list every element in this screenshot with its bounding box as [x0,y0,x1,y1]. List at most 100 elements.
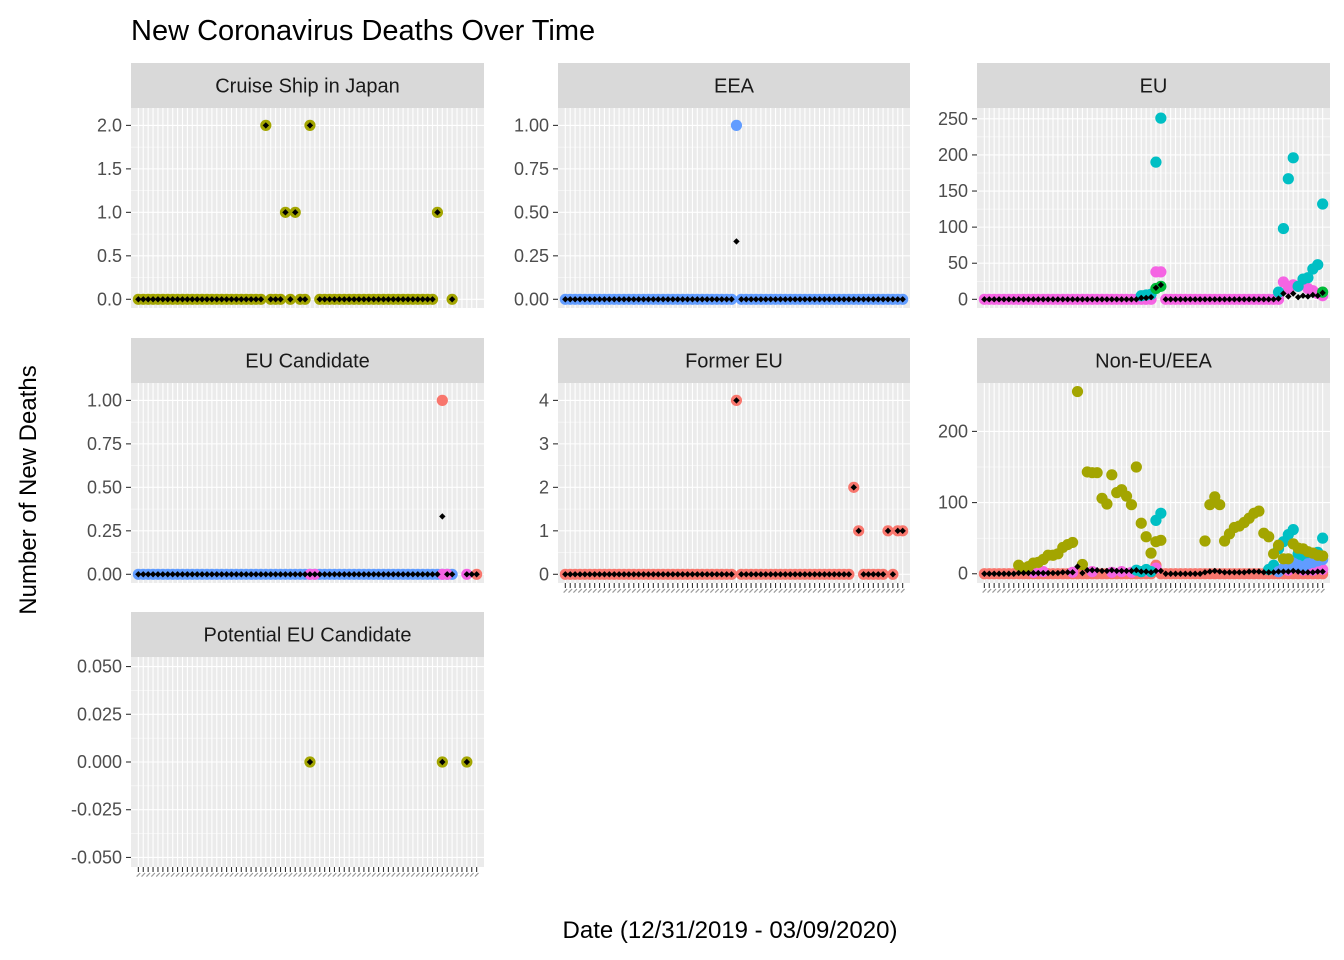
mean-marker [144,571,152,578]
mean-marker [981,296,988,303]
mean-marker [159,571,167,578]
mean-marker [1250,568,1258,575]
mean-marker [414,296,422,303]
mean-marker [331,571,338,578]
x-tick-label [704,588,710,593]
x-tick-label [792,588,798,593]
mean-marker [1035,569,1042,577]
mean-marker [684,571,691,578]
mean-marker [674,296,681,303]
x-tick-label [1090,588,1095,593]
x-tick-label [391,872,396,877]
mean-marker [1000,296,1008,303]
data-point [1312,259,1324,271]
mean-marker [1069,569,1076,576]
facet-2: EU 0 50 100 150 200 250 [938,63,1330,309]
mean-marker [296,296,304,303]
x-tick-label [376,872,381,877]
x-tick-label [1202,588,1208,593]
x-tick-label [1065,588,1070,593]
x-tick-label [1158,588,1164,593]
x-tick-label [778,588,783,593]
facet-strip [977,338,1330,383]
mean-marker [826,571,833,578]
mean-marker [1290,290,1297,297]
mean-marker [1049,569,1057,577]
x-tick-label [253,872,259,877]
mean-marker [267,571,274,578]
mean-marker [1035,296,1042,303]
mean-marker [581,571,589,578]
x-tick-label [1178,588,1183,593]
mean-marker [1142,294,1150,302]
y-tick-label: 0 [958,289,968,309]
mean-marker [1138,568,1145,575]
x-tick-label [832,588,837,593]
mean-marker [1039,569,1047,577]
mean-marker [782,296,789,303]
mean-marker [267,296,274,303]
y-tick-label: 200 [938,421,968,441]
x-tick-label [1148,588,1154,593]
mean-marker [1133,296,1140,303]
mean-marker [1098,567,1106,575]
mean-marker [806,296,813,303]
x-tick-label [607,588,612,593]
mean-marker [179,296,186,303]
x-tick-label [695,588,700,593]
x-tick-label [739,588,744,593]
mean-marker [889,571,897,578]
mean-marker [135,571,142,578]
y-tick-label: 1.00 [87,390,122,410]
mean-marker [355,296,363,303]
mean-marker [669,296,677,303]
mean-marker [272,571,279,578]
x-tick-label [1207,588,1213,593]
mean-marker [801,296,809,303]
y-tick-label: 1 [539,521,549,541]
data-point [1287,152,1299,164]
mean-marker [365,571,372,578]
y-tick-label: 250 [938,109,968,129]
mean-marker [1079,569,1086,577]
mean-marker [1152,567,1160,575]
x-tick-label [1153,588,1159,593]
x-tick-label [347,872,352,877]
mean-marker [164,296,171,303]
x-tick-label [1055,588,1061,593]
mean-marker [796,296,804,303]
x-tick-label [1222,588,1227,593]
x-tick-label [1060,588,1066,593]
mean-marker [635,296,642,303]
mean-marker [1064,569,1071,576]
mean-marker [606,571,613,578]
mean-marker [1270,296,1277,303]
facet-strip-label: Cruise Ship in Japan [215,76,400,98]
x-tick-label [136,872,141,877]
mean-marker [1020,569,1027,577]
mean-marker [174,571,181,578]
x-tick-label [670,588,676,593]
y-tick-label: 100 [938,217,968,237]
x-tick-label [987,588,992,593]
mean-marker [1265,569,1272,576]
x-tick-label [1139,588,1144,593]
x-tick-label [871,588,876,593]
mean-marker [831,571,838,578]
x-tick-label [1075,588,1080,593]
mean-marker [576,571,584,578]
mean-marker [213,296,220,303]
y-tick-label: 0.00 [87,564,122,584]
mean-marker [870,571,877,578]
x-tick-label [612,588,617,593]
mean-marker [184,296,191,303]
mean-marker [1172,570,1179,577]
x-tick-label [572,588,578,593]
y-tick-label: 0.050 [77,657,122,677]
data-point [1125,499,1138,511]
mean-marker [840,571,848,578]
mean-marker [193,571,201,578]
data-point [1282,173,1294,185]
mean-marker [884,527,892,535]
x-tick-label [1070,588,1075,593]
